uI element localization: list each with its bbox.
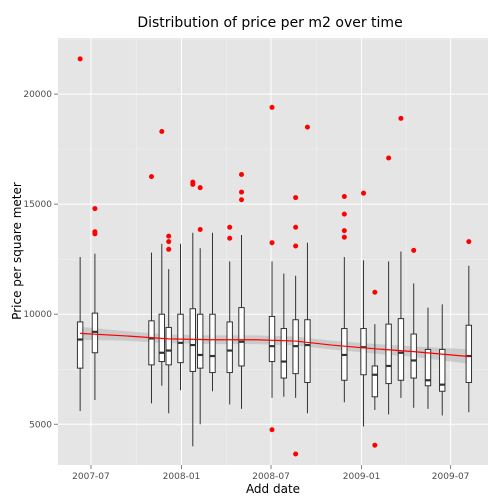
outlier-point — [386, 155, 392, 161]
y-tick-label: 15000 — [23, 200, 52, 210]
outlier-point — [372, 289, 378, 295]
outlier-point — [92, 206, 98, 212]
outlier-point — [341, 234, 347, 240]
outlier-point — [239, 197, 245, 203]
x-tick-label: 2009-01 — [343, 472, 381, 482]
outlier-point — [361, 190, 367, 196]
box-2007-12-06 — [165, 326, 172, 366]
box-2009-04-17 — [410, 333, 417, 379]
box-2009-01-28 — [371, 365, 379, 398]
x-tick-label: 2007-07 — [72, 472, 110, 482]
box-2009-08-07 — [465, 324, 473, 383]
x-axis-title: Add date — [246, 482, 300, 496]
smooth-line — [80, 332, 469, 358]
outlier-point — [239, 171, 245, 177]
outlier-point — [197, 226, 203, 232]
box-2009-02-25 — [385, 323, 392, 385]
outlier-point — [166, 239, 172, 245]
outlier-point — [341, 193, 347, 199]
outlier-point — [398, 115, 404, 121]
box-2009-01-05 — [360, 328, 367, 376]
box-2008-09-13 — [304, 319, 311, 383]
outlier-point — [293, 224, 299, 230]
y-tick-label: 10000 — [23, 310, 52, 320]
box-2007-11-01 — [148, 320, 155, 366]
x-tick-label: 2009-07 — [432, 472, 470, 482]
outlier-point — [197, 185, 203, 191]
y-tick-label: 5000 — [29, 420, 52, 430]
outlier-point — [269, 240, 275, 246]
outlier-point — [227, 224, 233, 230]
box-2008-03-04 — [209, 313, 216, 374]
outlier-point — [293, 243, 299, 249]
outlier-point — [293, 451, 299, 457]
box-2008-01-24 — [189, 308, 197, 372]
box-2008-02-08 — [196, 313, 204, 369]
x-tick-label: 2008-07 — [252, 472, 290, 482]
outlier-point — [92, 231, 98, 237]
outlier-point — [341, 211, 347, 217]
box-2008-04-08 — [226, 321, 233, 374]
box-2009-06-14 — [439, 348, 446, 392]
outlier-point — [411, 247, 417, 253]
box-2008-07-27 — [280, 328, 288, 379]
outlier-point — [166, 233, 172, 239]
grid — [58, 38, 488, 465]
smooth-line-layer — [80, 332, 469, 358]
box-2009-05-16 — [424, 348, 432, 387]
outlier-point — [239, 189, 245, 195]
box-2007-12-30 — [177, 313, 184, 364]
outlier-point — [159, 129, 165, 135]
outlier-point — [77, 56, 83, 62]
y-axis: 5000 10000 15000 20000 — [23, 90, 58, 430]
outlier-point — [341, 228, 347, 234]
outlier-point — [466, 239, 472, 245]
box-2007-06-09 — [76, 321, 84, 369]
outlier-point — [304, 124, 310, 130]
outlier-point — [190, 181, 196, 187]
outlier-point — [293, 195, 299, 201]
box-2008-05-02 — [238, 307, 245, 367]
outlier-layer — [77, 56, 472, 457]
chart-title: Distribution of price per m2 over time — [137, 15, 402, 31]
outlier-point — [372, 442, 378, 448]
outlier-point — [269, 427, 275, 433]
box-2009-03-22 — [397, 318, 405, 381]
plot-panel — [58, 38, 488, 465]
y-axis-title: Price per square meter — [10, 182, 24, 320]
x-axis: 2007-07 2008-01 2008-07 2009-01 2009-07 — [72, 465, 469, 482]
y-tick-label: 20000 — [23, 90, 52, 100]
x-tick-label: 2008-01 — [163, 472, 201, 482]
outlier-point — [269, 104, 275, 110]
outlier-point — [166, 246, 172, 252]
outlier-point — [148, 174, 154, 180]
outlier-point — [227, 235, 233, 241]
box-2008-07-03 — [268, 315, 276, 363]
box-2007-07-09 — [91, 312, 99, 354]
